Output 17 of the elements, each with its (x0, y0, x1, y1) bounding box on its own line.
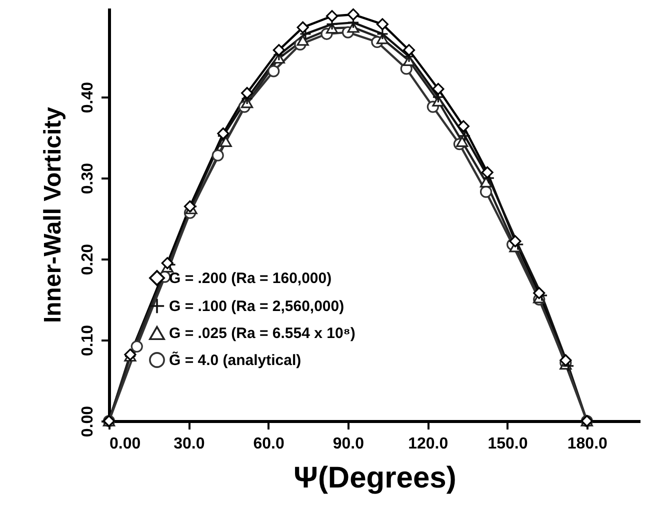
x-tick-label: 120.0 (408, 436, 448, 452)
y-tick-label: 0.20 (80, 244, 96, 276)
legend-label: G = .200 (Ra = 160,000) (169, 270, 332, 287)
x-tick-label: 150.0 (488, 436, 528, 452)
x-tick-label: 0.00 (110, 436, 141, 452)
y-tick-label: 0.10 (80, 324, 96, 356)
x-tick-label: 60.0 (253, 436, 284, 452)
legend-label: G = .025 (Ra = 6.554 x 10⁸) (169, 325, 356, 342)
y-tick-label: 0.30 (80, 162, 96, 194)
legend-label: G̃ = 4.0 (analytical) (169, 351, 302, 369)
y-axis-title: Inner-Wall Vorticity (40, 106, 66, 324)
x-tick-label: 30.0 (174, 436, 205, 452)
x-tick-label: 90.0 (332, 436, 364, 452)
y-tick-label: 0.40 (80, 82, 96, 114)
x-tick-label: 180.0 (567, 436, 608, 452)
x-axis-title: Ψ(Degrees) (294, 462, 456, 494)
legend-label: G = .100 (Ra = 2,560,000) (169, 298, 344, 315)
